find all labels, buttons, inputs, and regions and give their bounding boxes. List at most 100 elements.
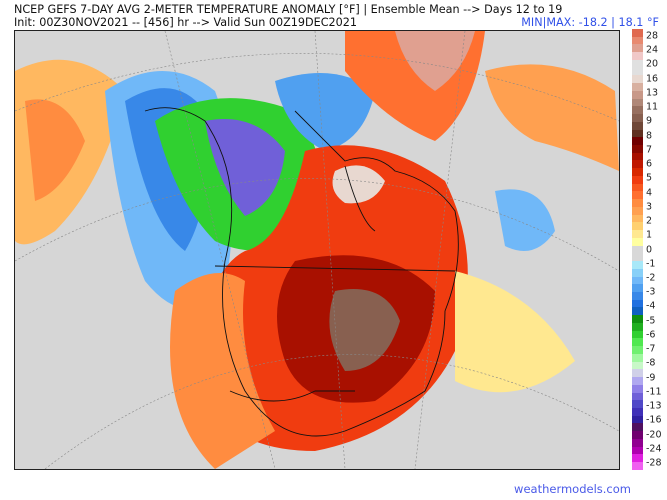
colorbar-swatch [632,145,643,153]
colorbar-swatch [632,168,643,176]
colorbar-swatch [632,137,643,146]
init-valid-line: Init: 00Z30NOV2021 -- [456] hr --> Valid… [14,16,357,29]
colorbar-swatch [632,407,643,416]
colorbar-swatch [632,44,643,53]
colorbar-label: -16 [646,414,662,426]
colorbar-swatch [632,268,643,277]
colorbar-swatch [632,230,643,238]
colorbar-swatch [632,222,643,231]
colorbar-swatch [632,392,643,401]
colorbar-swatch [632,75,643,84]
colorbar-labels: 28 24 20 16 13 11 9 8 7 6 5 4 3 2 1 0 -1 -2 -3 -4 -5 -6 -7 -8 -9… [646,29,667,470]
colorbar-swatch [632,261,643,269]
field-arctic-warm-light [395,31,475,91]
colorbar-label: -4 [646,300,656,312]
colorbar-label: 0 [646,244,653,255]
colorbar [632,29,643,470]
colorbar-label: 11 [646,101,659,113]
colorbar-label: -1 [646,258,656,270]
anomaly-map [14,30,620,470]
colorbar-swatch [632,36,643,45]
colorbar-swatch [632,183,643,192]
colorbar-swatch [632,423,643,432]
colorbar-label: -20 [646,429,662,441]
colorbar-label: -13 [646,400,662,412]
colorbar-swatch [632,400,643,408]
field-hudson-core [332,165,385,204]
colorbar-label: -3 [646,286,656,298]
colorbar-swatch [632,377,643,385]
colorbar-swatch [632,299,643,308]
colorbar-swatch [632,237,643,246]
colorbar-label: 5 [646,172,653,184]
colorbar-swatch [632,330,643,339]
colorbar-swatch [632,121,643,130]
colorbar-swatch [632,454,643,463]
colorbar-label: -28 [646,457,662,469]
colorbar-swatch [632,98,643,107]
colorbar-swatch [632,59,643,68]
colorbar-label: 24 [646,44,659,56]
colorbar-swatch [632,245,643,254]
field-east-orange-edge [170,273,275,469]
colorbar-label: -8 [646,357,656,369]
colorbar-swatch [632,206,643,215]
colorbar-swatch [632,446,643,455]
colorbar-swatch [632,415,643,424]
colorbar-swatch [632,322,643,331]
colorbar-label: 2 [646,215,653,227]
colorbar-label: -24 [646,443,662,455]
colorbar-swatch [632,369,643,378]
min-max-readout: MIN|MAX: -18.2 | 18.1 °F [521,16,659,29]
colorbar-label: -9 [646,372,656,384]
colorbar-swatch [632,90,643,99]
coastlines-and-borders [144,107,459,437]
colorbar-swatch [632,191,643,200]
field-greenland-warm [485,64,619,171]
colorbar-swatch [632,315,643,323]
colorbar-swatch [632,431,643,439]
colorbar-swatch [632,307,643,316]
colorbar-label: -11 [646,386,662,398]
colorbar-label: 6 [646,158,653,170]
map-title: NCEP GEFS 7-DAY AVG 2-METER TEMPERATURE … [14,3,563,16]
colorbar-label: 20 [646,58,659,70]
colorbar-swatch [632,462,643,470]
colorbar-label: -5 [646,315,656,327]
colorbar-swatch [632,175,643,184]
colorbar-swatch [632,129,643,138]
colorbar-swatch [632,106,643,115]
colorbar-swatch [632,284,643,292]
field-atlantic-light [455,271,575,393]
map-graticule [15,31,619,469]
colorbar-label: 9 [646,115,653,127]
colorbar-swatch [632,29,643,37]
colorbar-label: -7 [646,343,656,355]
colorbar-label: 4 [646,187,653,199]
colorbar-swatch [632,199,643,207]
anomaly-field [15,31,619,469]
field-central-core [329,289,400,371]
field-canada-purple [205,119,285,216]
field-arctic-blue [275,73,375,151]
colorbar-swatch [632,384,643,393]
colorbar-label: 3 [646,201,653,213]
colorbar-label: 28 [646,30,659,42]
field-pacific-warm-core [25,99,85,201]
colorbar-swatch [632,276,643,285]
field-atlantic-blue [495,189,555,251]
colorbar-label: 16 [646,73,659,85]
colorbar-label: -2 [646,272,656,284]
colorbar-swatch [632,114,643,122]
colorbar-swatch [632,52,643,60]
colorbar-swatch [632,346,643,354]
colorbar-swatch [632,67,643,76]
colorbar-swatch [632,83,643,91]
colorbar-swatch [632,152,643,161]
colorbar-label: -6 [646,329,656,341]
colorbar-label: 1 [646,229,653,241]
colorbar-swatch [632,291,643,300]
site-watermark: weathermodels.com [514,482,631,496]
colorbar-swatch [632,361,643,370]
colorbar-label: 13 [646,87,659,99]
